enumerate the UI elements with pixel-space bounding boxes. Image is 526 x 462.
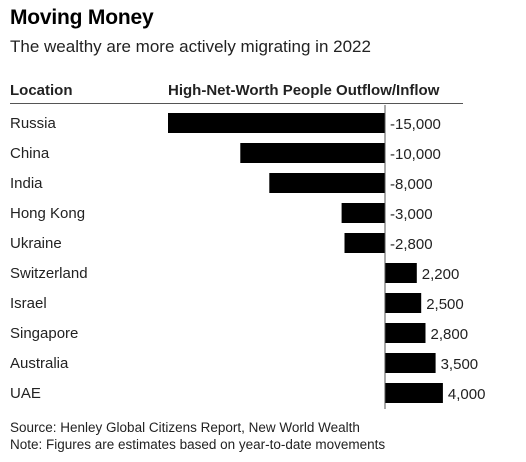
bar-ukraine xyxy=(344,233,385,253)
value-label-china: -10,000 xyxy=(390,146,441,163)
bar-israel xyxy=(385,293,422,313)
category-label-australia: Australia xyxy=(10,355,69,372)
value-label-hong-kong: -3,000 xyxy=(390,206,433,223)
value-label-ukraine: -2,800 xyxy=(390,236,433,253)
category-label-singapore: Singapore xyxy=(10,325,78,342)
category-label-india: India xyxy=(10,175,43,192)
value-label-australia: 3,500 xyxy=(441,356,479,373)
value-label-uae: 4,000 xyxy=(448,386,486,403)
value-label-russia: -15,000 xyxy=(390,116,441,133)
bar-uae xyxy=(385,383,443,403)
category-label-uae: UAE xyxy=(10,385,41,402)
column-header-row: Location High-Net-Worth People Outflow/I… xyxy=(0,80,470,102)
bar-china xyxy=(240,143,385,163)
bar-india xyxy=(269,173,385,193)
category-label-ukraine: Ukraine xyxy=(10,235,62,252)
bar-russia xyxy=(168,113,385,133)
bar-singapore xyxy=(385,323,426,343)
footnote: Note: Figures are estimates based on yea… xyxy=(10,437,386,452)
bar-switzerland xyxy=(385,263,417,283)
value-column-header: High-Net-Worth People Outflow/Inflow xyxy=(168,82,440,99)
value-label-israel: 2,500 xyxy=(426,296,464,313)
value-label-switzerland: 2,200 xyxy=(422,266,460,283)
chart-notes: Source: Henley Global Citizens Report, N… xyxy=(10,419,385,453)
chart-title: Moving Money xyxy=(10,6,154,29)
bar-chart: Russia -15,000 China -10,000 India -8,000 Hong… xyxy=(10,105,486,409)
source-note: Source: Henley Global Citizens Report, N… xyxy=(10,420,360,435)
bar-hong-kong xyxy=(341,203,385,223)
value-label-india: -8,000 xyxy=(390,176,433,193)
category-label-russia: Russia xyxy=(10,115,57,132)
category-label-hong-kong: Hong Kong xyxy=(10,205,85,222)
value-label-singapore: 2,800 xyxy=(431,326,469,343)
category-label-china: China xyxy=(10,145,50,162)
header-divider xyxy=(10,103,463,104)
location-column-header: Location xyxy=(10,82,73,99)
bar-australia xyxy=(385,353,436,373)
category-label-israel: Israel xyxy=(10,295,47,312)
chart-subtitle: The wealthy are more actively migrating … xyxy=(10,37,371,56)
category-label-switzerland: Switzerland xyxy=(10,265,88,282)
